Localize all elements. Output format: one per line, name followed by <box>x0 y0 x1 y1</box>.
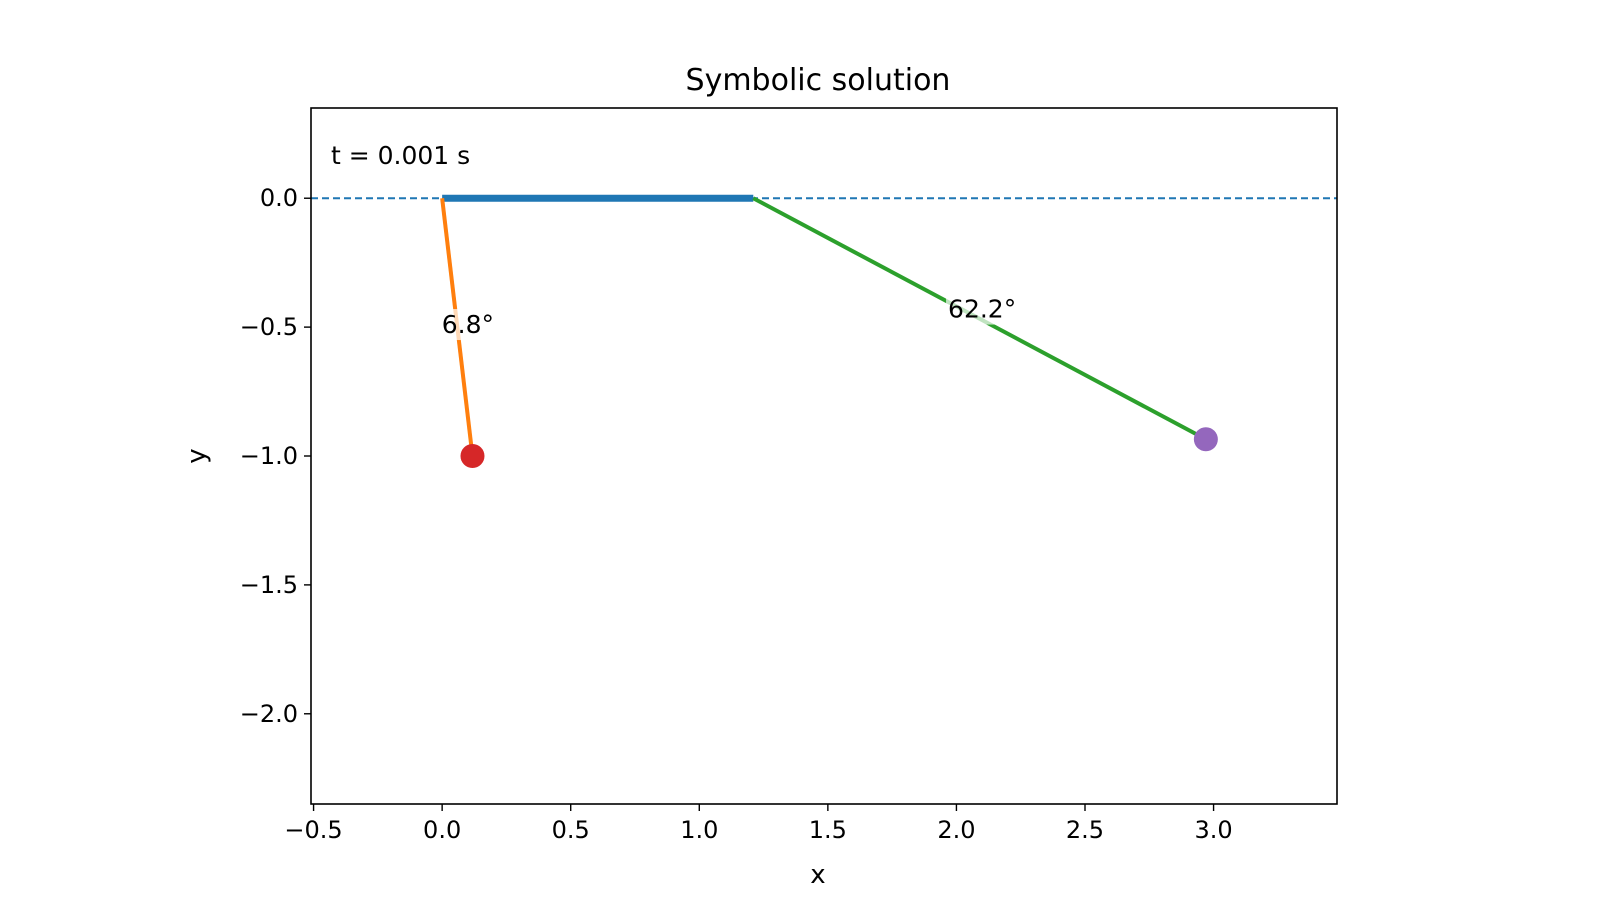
x-tick-label: −0.5 <box>284 816 342 844</box>
pendulum-1-bob <box>460 444 485 468</box>
y-tick-label: −1.0 <box>240 442 298 470</box>
x-tick-label: 3.0 <box>1194 816 1232 844</box>
angle-label-1: 6.8° <box>442 310 494 339</box>
x-tick-label: 2.0 <box>937 816 975 844</box>
x-tick-label: 1.5 <box>809 816 847 844</box>
x-axis-label: x <box>810 860 825 890</box>
x-tick-label: 0.0 <box>423 816 461 844</box>
plot-area: 6.8° 62.2° t = 0.001 s −0.5 0.0 0.5 1.0 1.5 2.0 2… <box>240 107 1338 844</box>
y-tick-label: −2.0 <box>240 700 298 728</box>
x-tick-label: 1.0 <box>680 816 718 844</box>
chart-title: Symbolic solution <box>686 63 951 98</box>
y-axis-label: y <box>182 448 212 463</box>
x-tick-label: 2.5 <box>1066 816 1104 844</box>
angle-label-background <box>439 309 496 341</box>
angle-label-background <box>946 293 1019 325</box>
y-tick-label: 0.0 <box>260 184 298 212</box>
y-tick-label: −0.5 <box>240 313 298 341</box>
y-tick-label: −1.5 <box>240 571 298 599</box>
angle-label-2: 62.2° <box>948 295 1016 324</box>
time-label: t = 0.001 s <box>331 141 470 170</box>
x-tick-label: 0.5 <box>552 816 590 844</box>
pendulum-2-bob <box>1193 427 1218 452</box>
